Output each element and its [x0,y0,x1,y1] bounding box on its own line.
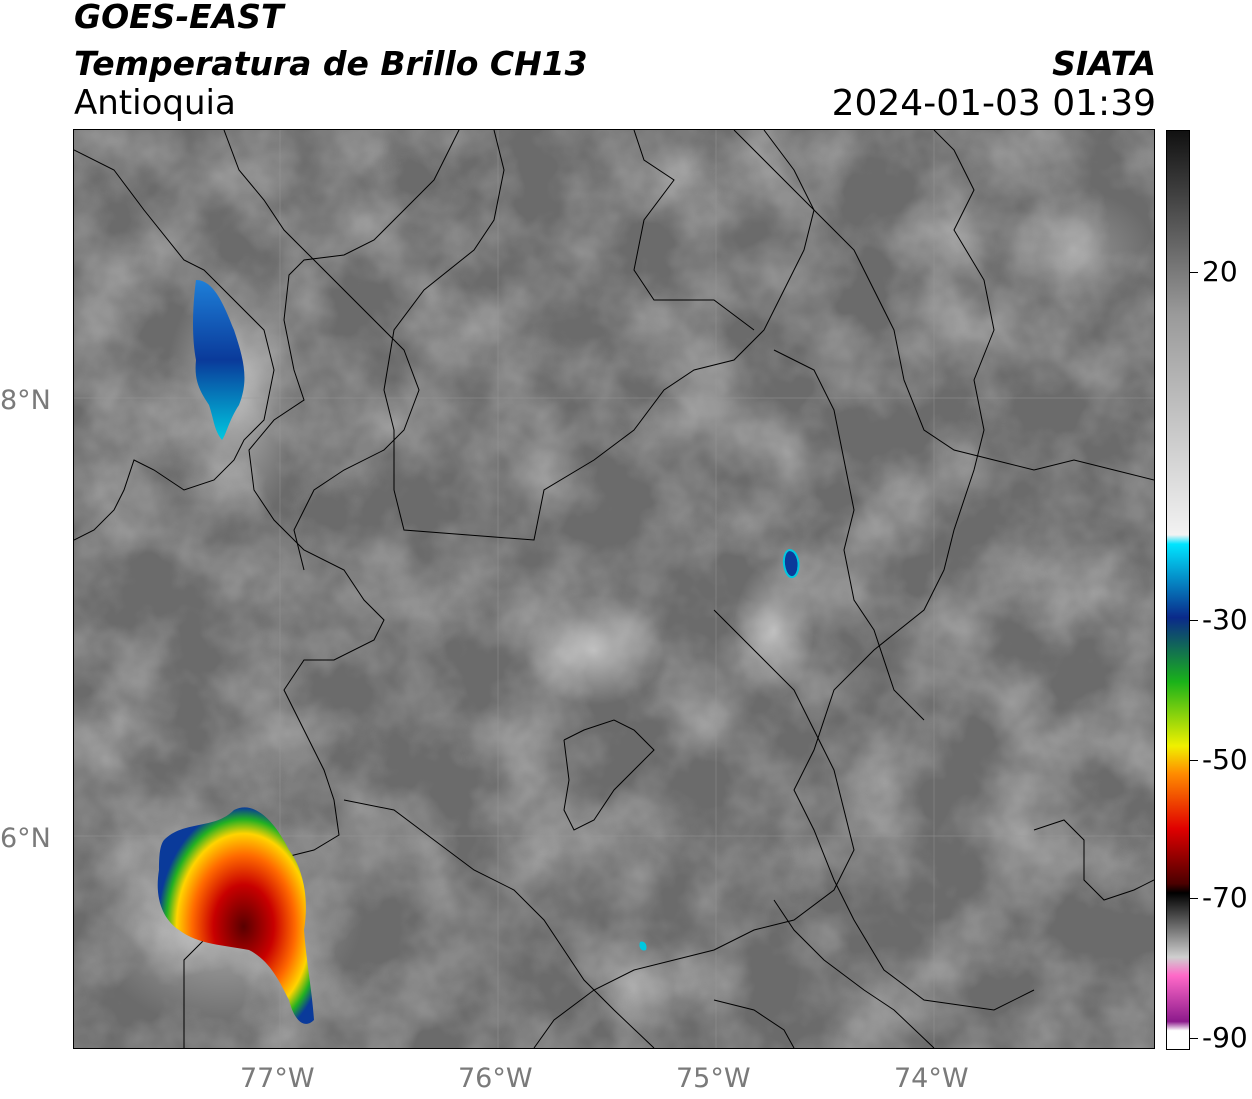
colorbar-tick [1190,1038,1198,1039]
lon-label-75w: 75°W [676,1063,751,1094]
light-cloud-patch [994,190,1154,310]
colorbar-label-neg90: -90 [1202,1021,1248,1054]
light-cloud-patch [734,560,814,700]
colorbar-tick [1190,272,1198,273]
light-cloud-patch [524,595,664,705]
colorbar-tick [1190,898,1198,899]
cold-cloud-north [193,280,245,440]
lon-label-77w: 77°W [240,1063,315,1094]
region-label: Antioquia [74,83,236,123]
map-canvas [74,130,1154,1048]
colorbar-label-20: 20 [1202,255,1238,288]
cold-cloud-east [782,548,800,578]
product-title: Temperatura de Brillo CH13 [74,44,588,83]
light-cloud-patch [594,930,674,1048]
convective-storm-southwest [157,807,314,1024]
satellite-title: GOES-EAST [74,0,284,36]
colorbar-label-neg30: -30 [1202,603,1248,636]
colorbar-tick [1190,760,1198,761]
lon-label-74w: 74°W [894,1063,969,1094]
lat-label-6n: 6°N [0,823,51,854]
organization-label: SIATA [1052,44,1156,83]
colorbar [1166,130,1190,1050]
colorbar-label-neg70: -70 [1202,881,1248,914]
colorbar-tick [1190,620,1198,621]
lon-label-76w: 76°W [458,1063,533,1094]
timestamp-label: 2024-01-03 01:39 [831,83,1156,124]
boundaries [74,130,1154,1048]
satellite-map[interactable] [73,129,1155,1049]
lat-label-8n: 8°N [0,385,51,416]
colorbar-label-neg50: -50 [1202,743,1248,776]
cold-cloud-small [639,941,647,951]
